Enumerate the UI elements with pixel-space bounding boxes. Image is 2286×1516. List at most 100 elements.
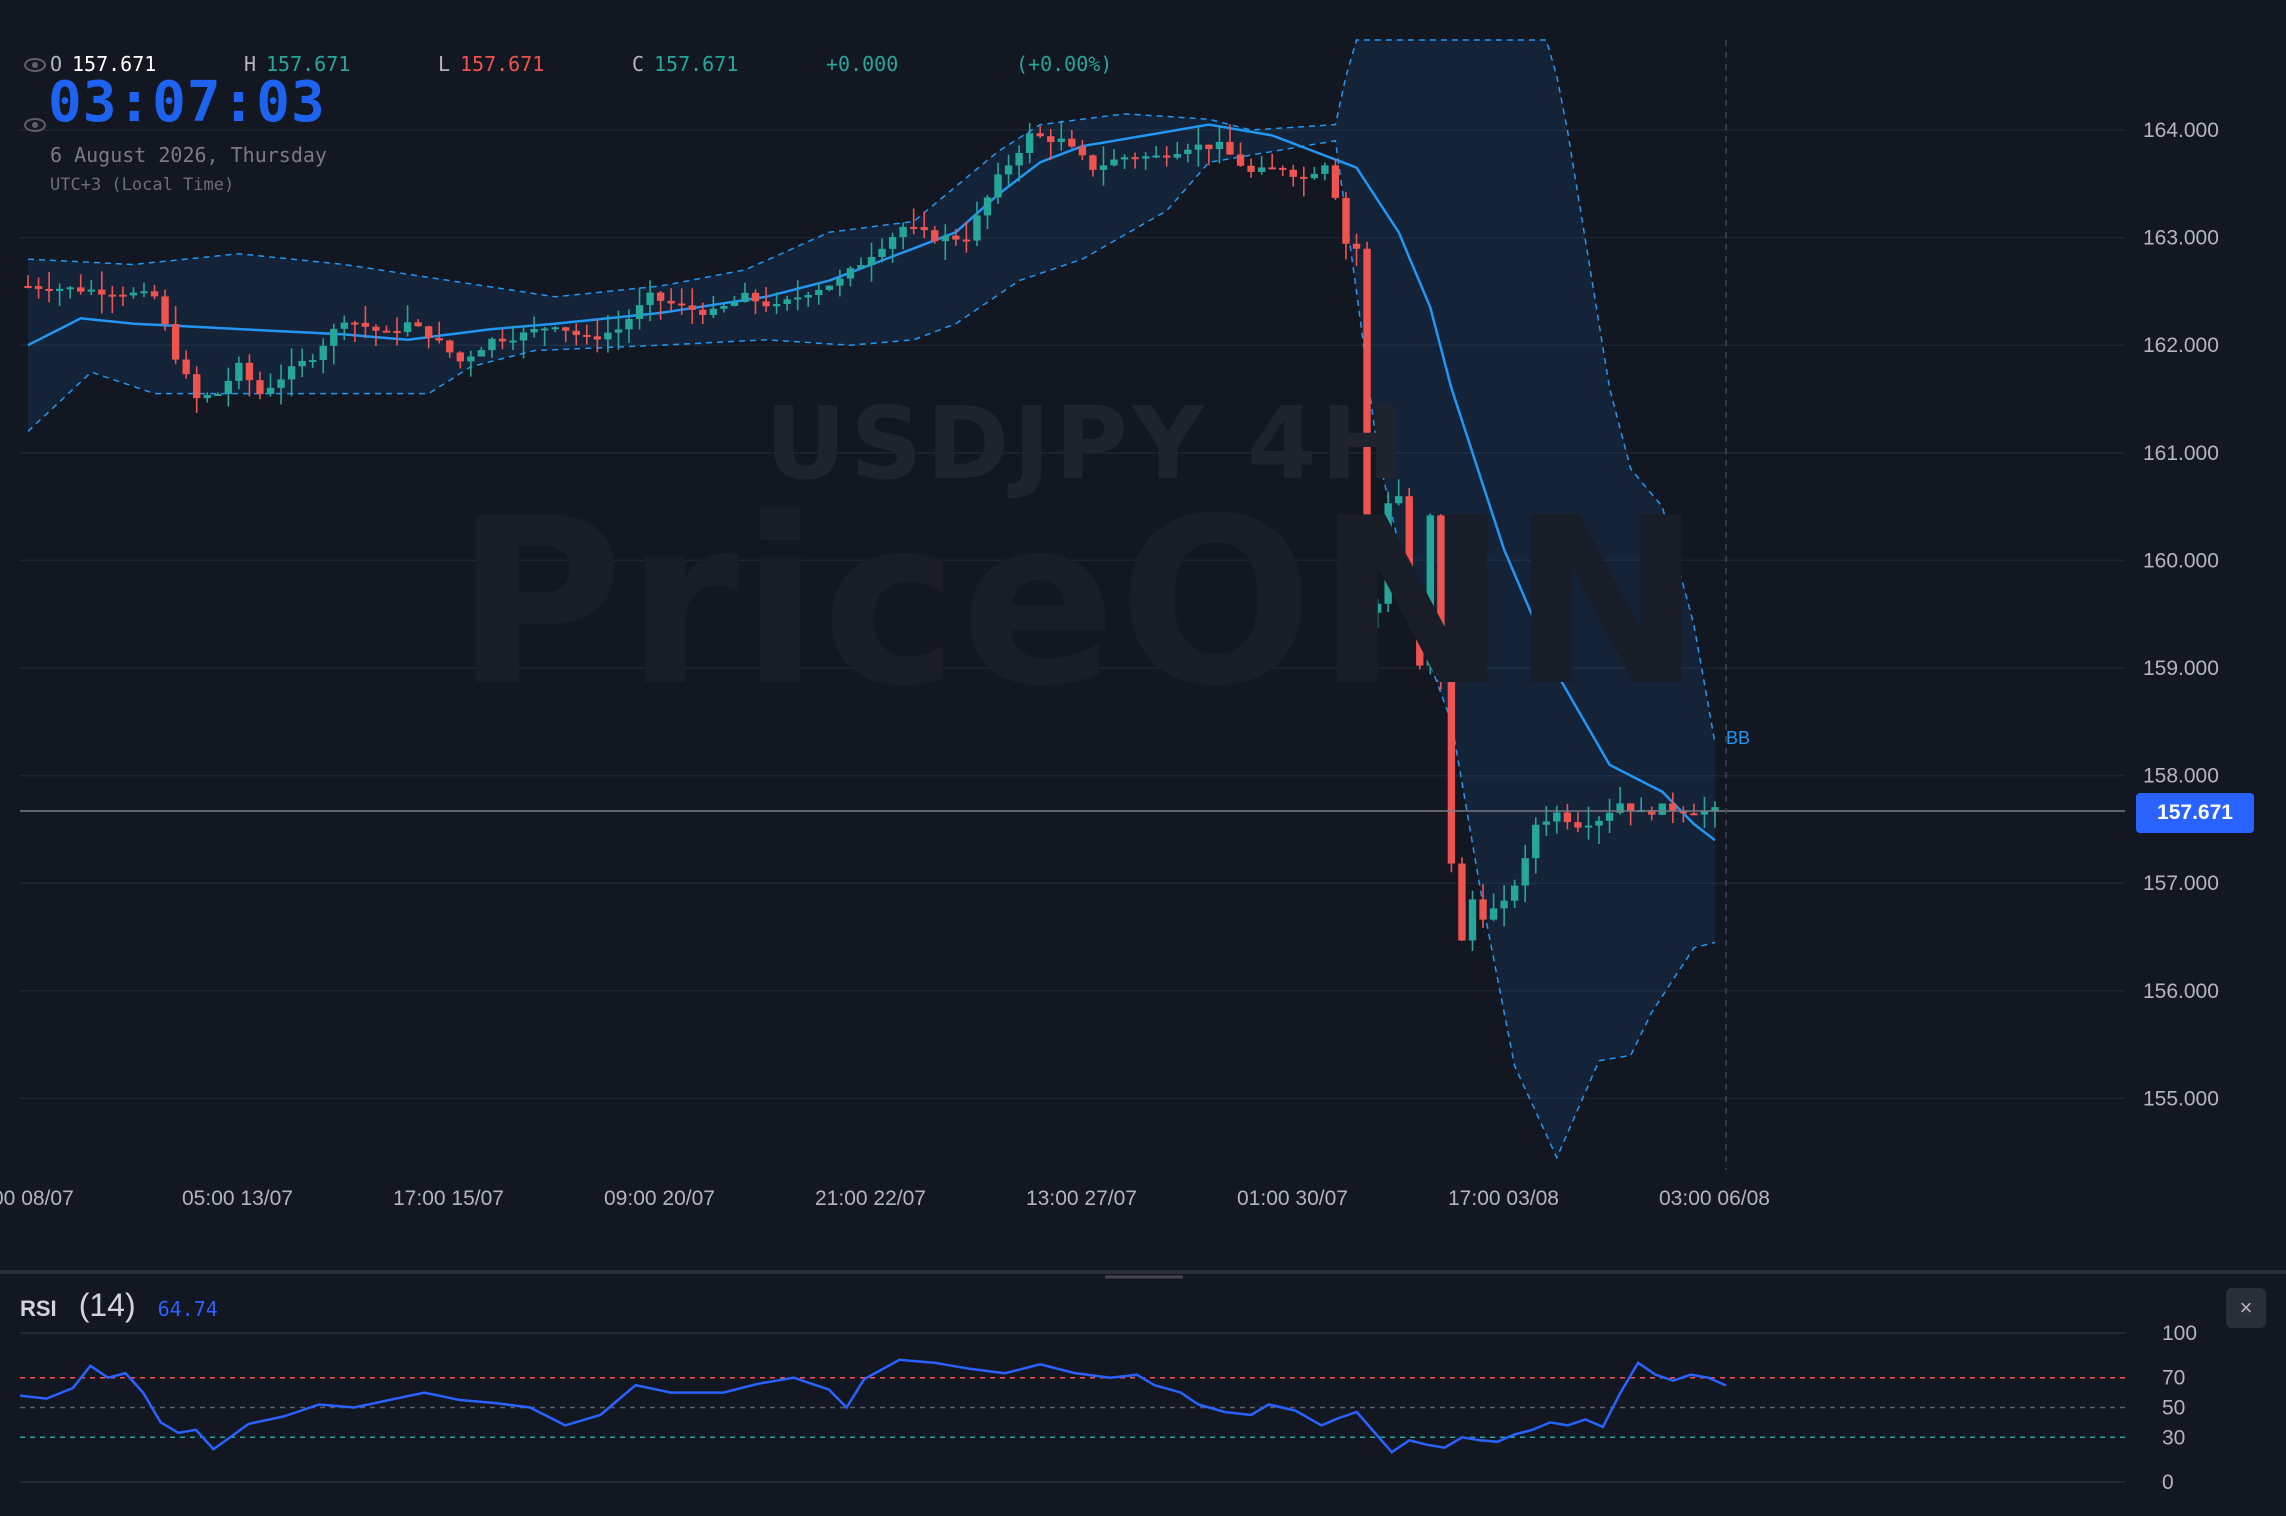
candle-body xyxy=(467,356,475,362)
candle-body xyxy=(994,174,1002,198)
close-label: C xyxy=(632,52,645,76)
candle-body xyxy=(1521,858,1529,886)
candle-body xyxy=(604,332,612,340)
candle-body xyxy=(245,362,254,381)
candle-body xyxy=(287,366,296,380)
candle-body xyxy=(414,322,422,327)
close-rsi-button[interactable]: × xyxy=(2226,1288,2266,1328)
axes: 164.000 163.000 162.000 161.000 160.000 159.0… xyxy=(0,40,2286,1279)
candle-body xyxy=(66,287,74,290)
candle-body xyxy=(593,336,602,340)
candle-body xyxy=(1131,157,1139,160)
candle-body xyxy=(1247,165,1255,172)
high-value: 157.671 xyxy=(266,52,351,76)
candle-body xyxy=(1025,133,1034,153)
candle-body xyxy=(182,359,190,375)
candle-body xyxy=(1226,141,1234,155)
candle-body xyxy=(741,292,749,302)
candle-body xyxy=(1500,900,1508,909)
candle-body xyxy=(1300,176,1308,179)
candle-body xyxy=(1078,146,1087,156)
y-tick-label: 155.000 xyxy=(2143,1087,2219,1110)
candle-body xyxy=(1257,167,1266,172)
candle-body xyxy=(1553,812,1561,822)
candle-body xyxy=(688,305,696,310)
y-tick-label: 159.000 xyxy=(2143,657,2219,680)
y-tick-label: 157.000 xyxy=(2143,872,2219,895)
candle-body xyxy=(298,361,306,367)
candlestick-series xyxy=(24,120,1719,952)
candle-body xyxy=(635,305,644,320)
x-tick-label: 13:00 27/07 xyxy=(1026,1187,1137,1210)
candle-body xyxy=(235,362,243,381)
rsi-period: (14) xyxy=(78,1287,136,1323)
candle-body xyxy=(308,360,317,363)
candle-body xyxy=(488,338,496,351)
candle-body xyxy=(171,324,180,360)
candle-body xyxy=(931,230,939,242)
candle-body xyxy=(973,215,981,241)
candle-body xyxy=(899,226,907,238)
bb-fill xyxy=(28,40,1715,1158)
candle-body xyxy=(1394,496,1403,504)
low-value: 157.671 xyxy=(460,52,545,76)
candle-body xyxy=(161,296,169,325)
candle-body xyxy=(55,288,64,291)
candle-body xyxy=(730,301,739,307)
candle-body xyxy=(1268,167,1276,170)
candle-body xyxy=(1711,807,1719,811)
candle-body xyxy=(952,235,960,240)
candle-body xyxy=(372,326,380,331)
candle-body xyxy=(562,327,570,331)
candle-body xyxy=(1099,165,1108,170)
candle-body xyxy=(1679,811,1688,814)
candle-body xyxy=(656,292,665,301)
eye-icon[interactable] xyxy=(24,118,46,132)
candle-body xyxy=(1015,152,1023,166)
watermark-symbol: USDJPY 4H xyxy=(765,385,1409,502)
candle-body xyxy=(583,334,591,337)
candle-body xyxy=(319,345,327,361)
candle-body xyxy=(1194,144,1203,150)
candle-body xyxy=(1595,820,1603,826)
candle-body xyxy=(1489,908,1498,920)
candle-body xyxy=(498,338,507,342)
candle-body xyxy=(1205,144,1213,150)
candle-body xyxy=(751,292,760,302)
candle-body xyxy=(962,239,971,242)
candle-body xyxy=(1584,825,1593,828)
candle-body xyxy=(1563,812,1572,823)
candle-body xyxy=(1373,603,1382,613)
candle-body xyxy=(825,285,834,290)
candle-body xyxy=(983,197,992,216)
candle-body xyxy=(150,291,159,297)
candle-body xyxy=(129,292,138,296)
y-tick-label: 158.000 xyxy=(2143,765,2219,788)
y-tick-label: 162.000 xyxy=(2143,334,2219,357)
candle-body xyxy=(519,332,528,341)
candle-body xyxy=(214,394,222,397)
x-tick-label: 01:00 30/07 xyxy=(1237,1187,1348,1210)
change-percent: (+0.00%) xyxy=(1016,52,1113,76)
candle-body xyxy=(709,308,718,315)
candle-body xyxy=(424,326,433,339)
candle-body xyxy=(1152,155,1160,158)
x-tick-label: 09:00 20/07 xyxy=(604,1187,715,1210)
candle-body xyxy=(888,237,897,249)
candle-body xyxy=(456,352,464,362)
candle-body xyxy=(1331,165,1340,198)
candle-body xyxy=(1310,173,1319,179)
candle-body xyxy=(794,297,802,300)
candle-body xyxy=(1047,136,1055,143)
candle-body xyxy=(108,294,117,297)
eye-icon[interactable] xyxy=(24,58,46,72)
candle-body xyxy=(1626,803,1635,812)
candle-body xyxy=(1184,149,1192,154)
candle-body xyxy=(1321,165,1329,174)
candle-body xyxy=(1542,821,1550,825)
close-value: 157.671 xyxy=(654,52,739,76)
candle-body xyxy=(382,330,391,333)
candle-body xyxy=(678,303,686,306)
low-label: L xyxy=(438,52,451,76)
